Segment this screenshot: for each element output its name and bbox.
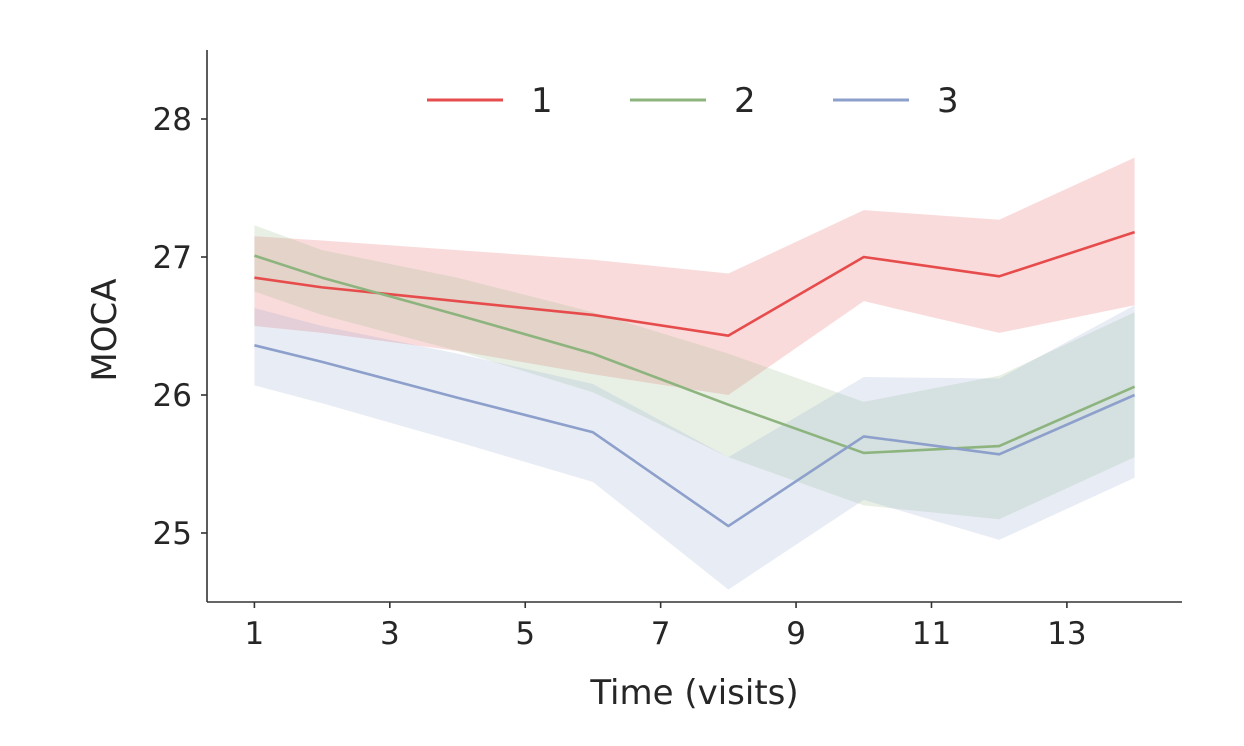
y-tick-label: 27 (153, 240, 192, 276)
x-tick-label: 13 (1047, 616, 1086, 652)
legend-label-1: 1 (531, 81, 553, 121)
y-tick-label: 28 (153, 102, 192, 138)
series-lines (253, 230, 1136, 528)
y-tick-label: 25 (153, 516, 192, 552)
band-series-3 (254, 305, 1135, 590)
line-series-2 (253, 254, 1136, 455)
line-series-1 (254, 230, 1136, 337)
legend-label-2: 2 (734, 81, 756, 121)
x-tick-label: 7 (651, 616, 671, 652)
band-series-2 (254, 225, 1135, 520)
y-tick-label: 26 (153, 378, 192, 414)
x-tick-label: 3 (380, 616, 400, 652)
confidence-bands (254, 157, 1135, 590)
band-series-1 (254, 157, 1135, 395)
legend-label-3: 3 (937, 81, 959, 121)
legend-entry-2: 2 (630, 81, 756, 121)
x-tick-label: 11 (912, 616, 951, 652)
x-axis-title: Time (visits) (589, 673, 798, 713)
legend-entry-1: 1 (427, 81, 553, 121)
y-axis-title: MOCA (85, 278, 125, 381)
x-tick-label: 1 (245, 616, 265, 652)
line-series-3 (254, 344, 1136, 528)
legend-entry-3: 3 (833, 81, 959, 121)
x-tick-label: 5 (515, 616, 535, 652)
x-tick-label: 9 (786, 616, 806, 652)
legend: 1 2 3 (427, 81, 959, 121)
